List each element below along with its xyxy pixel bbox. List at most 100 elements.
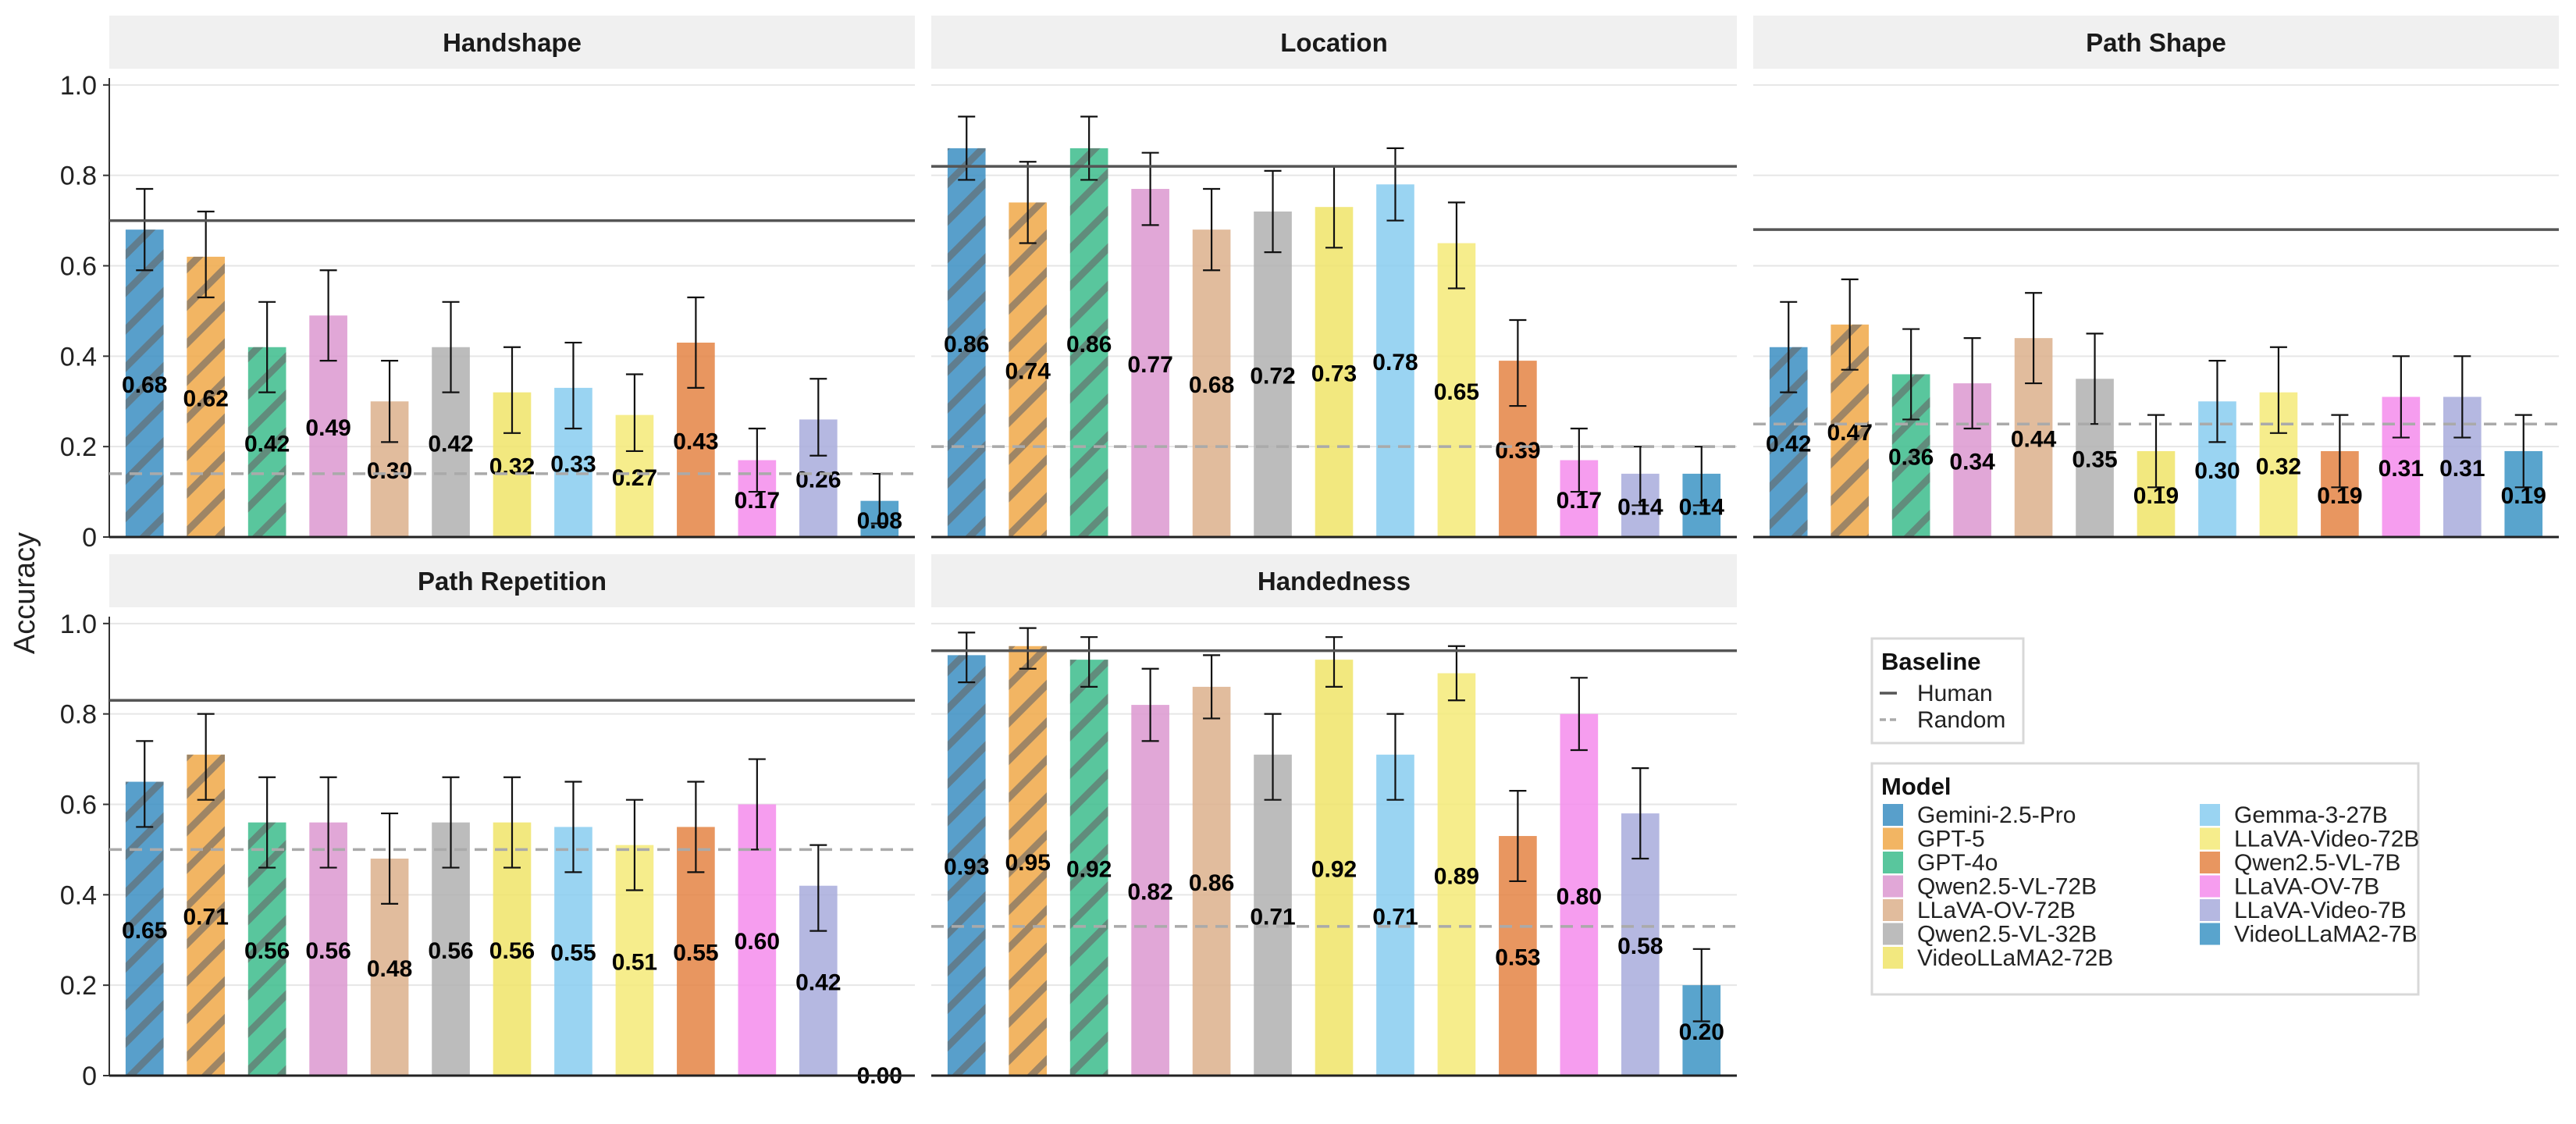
value-label: 0.30: [367, 458, 412, 484]
error-bar: [1509, 790, 1527, 883]
error-bar: [258, 776, 276, 869]
error-bar: [1692, 948, 1710, 1023]
bar-location-gpt-4o-hatch: [1069, 148, 1108, 537]
legend-swatch-videollama2-72b: [1883, 947, 1903, 969]
bar-path-repetition-gemini-2-5-pro-hatch: [125, 781, 164, 1076]
facet-strip: [1753, 16, 2559, 69]
bar-handshape-gpt-5-hatch: [187, 256, 226, 537]
value-label: 0.92: [1066, 857, 1112, 883]
legend-random-label: Random: [1917, 707, 2005, 733]
facet-strip: [109, 554, 915, 607]
legend-model: ModelGemini-2.5-ProGPT-5GPT-4oQwen2.5-VL…: [1870, 762, 2420, 996]
value-label: 0.20: [1679, 1019, 1724, 1045]
error-bar: [2025, 292, 2043, 385]
error-bar: [2269, 346, 2287, 434]
value-label: 0.30: [2194, 458, 2240, 484]
error-bar: [958, 631, 976, 684]
facet-title: Path Repetition: [418, 567, 607, 596]
value-label: 0.78: [1372, 350, 1418, 375]
legend-label-qwen2-5-vl-72b: Qwen2.5-VL-72B: [1917, 874, 2097, 900]
error-bar: [1386, 713, 1404, 801]
value-label: 0.56: [305, 938, 350, 964]
bar-handedness-gpt-5-hatch: [1009, 646, 1048, 1076]
legend-swatch-videollama2-7b: [2200, 923, 2220, 945]
value-label: 0.60: [735, 929, 780, 955]
error-bar: [381, 360, 399, 443]
error-bar: [136, 740, 154, 828]
error-bar: [2331, 414, 2349, 489]
error-bar: [687, 781, 705, 873]
value-label: 0.58: [1617, 934, 1663, 959]
value-label: 0.26: [795, 468, 841, 493]
error-bar: [2147, 414, 2165, 489]
value-label: 0.86: [1189, 870, 1234, 896]
legend-label-gemini-2-5-pro: Gemini-2.5-Pro: [1917, 802, 2076, 828]
error-bar: [1141, 667, 1159, 742]
y-tick-label: 0.4: [60, 342, 97, 372]
y-tick-label: 0.6: [60, 790, 97, 820]
value-label: 0.17: [1557, 488, 1602, 514]
value-label: 0.77: [1127, 352, 1172, 378]
error-bar: [197, 713, 215, 801]
error-bar: [319, 269, 337, 362]
facet-handshape: Handshape 0 0.2 0.4 0.6 0.8 1.0 0.68 0.62 0.42 0.4…: [60, 16, 915, 553]
bar-location-gemma-3-27b: [1376, 184, 1414, 537]
value-label: 0.65: [122, 918, 167, 944]
value-label: 0.55: [673, 941, 718, 966]
value-label: 0.48: [367, 956, 412, 982]
legend-label-llava-video-7b: LLaVA-Video-7B: [2234, 898, 2407, 923]
error-bar: [1019, 161, 1037, 244]
facet-title: Handshape: [443, 28, 582, 57]
value-label: 0.34: [1949, 450, 1995, 475]
legend-label-llava-video-72b: LLaVA-Video-72B: [2234, 827, 2419, 852]
bar-handedness-qwen2-5-vl-32b: [1254, 754, 1292, 1076]
error-bar: [1509, 318, 1527, 407]
bar-location-qwen2-5-vl-72b: [1131, 189, 1169, 537]
bar-handedness-qwen2-5-vl-72b: [1131, 705, 1169, 1076]
error-bar: [503, 776, 521, 869]
error-bar: [748, 427, 766, 493]
error-bar: [687, 296, 705, 389]
error-bar: [1203, 654, 1221, 720]
legend-model-box: [1870, 762, 2420, 996]
value-label: 0.19: [2133, 483, 2179, 509]
legend-swatch-llava-video-7b: [2200, 899, 2220, 921]
legend: BaselineHumanRandomModelGemini-2.5-ProGP…: [1870, 637, 2420, 996]
legend-label-llava-ov-7b: LLaVA-OV-7B: [2234, 874, 2379, 900]
error-bar: [1963, 337, 1981, 430]
error-bar: [1264, 713, 1282, 801]
value-label: 0.51: [612, 949, 657, 975]
legend-swatch-gpt-5: [1883, 827, 1903, 850]
value-label: 0.32: [489, 454, 535, 479]
error-bar: [2392, 355, 2410, 439]
bar-location-llava-video-72b: [1437, 243, 1476, 537]
value-label: 0.44: [2011, 427, 2057, 453]
error-bar: [197, 210, 215, 299]
bar-location-qwen2-5-vl-32b: [1254, 211, 1292, 537]
error-bar: [1325, 636, 1343, 688]
error-bar: [809, 378, 827, 457]
facet-title: Path Shape: [2086, 28, 2226, 57]
bar-path-repetition-gpt-5-hatch: [187, 754, 226, 1076]
y-tick-label: 0.6: [60, 251, 97, 281]
legend-label-videollama2-72b: VideoLLaMA2-72B: [1917, 945, 2113, 971]
error-bar: [442, 301, 460, 393]
value-label: 0.68: [1189, 372, 1234, 398]
legend-label-gpt-5: GPT-5: [1917, 827, 1985, 852]
error-bar: [2208, 360, 2226, 443]
value-label: 0.42: [795, 969, 841, 995]
error-bar: [1570, 677, 1588, 752]
value-label: 0.31: [2379, 456, 2424, 482]
error-bar: [625, 799, 643, 891]
value-label: 0.08: [857, 508, 902, 534]
y-tick-label: 1.0: [60, 610, 97, 639]
error-bar: [442, 776, 460, 869]
error-bar: [1447, 645, 1465, 702]
legend-label-gemma-3-27b: Gemma-3-27B: [2234, 802, 2388, 828]
value-label: 0.35: [2072, 447, 2117, 473]
legend-swatch-llava-ov-7b: [2200, 875, 2220, 898]
value-label: 0.62: [183, 386, 228, 411]
